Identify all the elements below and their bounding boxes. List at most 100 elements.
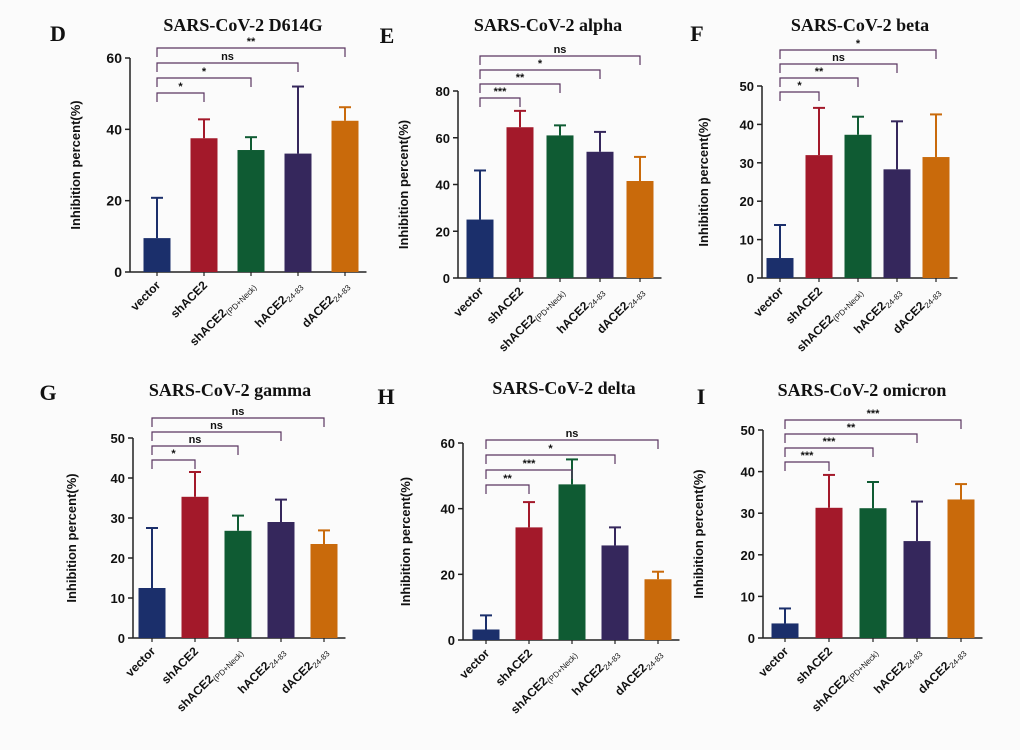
bar-shace2-pd-neck-	[558, 484, 586, 640]
panel-letter: I	[697, 384, 706, 409]
significance-label: ***	[867, 408, 881, 420]
chart-title: SARS-CoV-2 alpha	[474, 15, 622, 35]
x-tick-label-main: shACE2	[493, 646, 536, 689]
significance-bracket	[784, 447, 874, 457]
x-tick-label: vector	[451, 284, 487, 320]
x-tick-label: vector	[756, 644, 792, 680]
x-tick-label-subscript: 24-83	[904, 649, 925, 670]
significance-bracket	[485, 454, 616, 464]
bar-dace224-83	[644, 579, 672, 640]
y-tick-label: 0	[747, 271, 754, 286]
y-tick-label: 20	[106, 193, 122, 209]
y-tick-label: 40	[741, 465, 755, 480]
x-tick-label-subscript: 24-83	[311, 649, 332, 670]
significance-label: **	[847, 422, 856, 434]
x-tick-label: shACE2	[159, 644, 202, 687]
significance-bracket	[779, 77, 859, 87]
significance-label: *	[178, 81, 183, 93]
y-tick-label: 40	[436, 178, 450, 193]
y-tick-label: 0	[448, 633, 455, 648]
y-axis-label: Inhibition percent(%)	[68, 100, 83, 229]
y-tick-label: 40	[740, 117, 754, 132]
x-tick-label-main: vector	[451, 284, 487, 320]
x-tick-label-subscript: 24-83	[285, 283, 306, 304]
chart-title: SARS-CoV-2 delta	[492, 378, 635, 398]
significance-label: ***	[801, 450, 815, 462]
significance-bracket	[151, 459, 196, 469]
y-tick-label: 50	[111, 431, 125, 446]
x-tick-label-subscript: 24-83	[587, 289, 608, 310]
x-tick-label-subscript: (PD+Neck)	[211, 649, 245, 683]
significance-bracket	[784, 419, 962, 429]
y-tick-label: 30	[741, 506, 755, 521]
bar-vector	[138, 588, 166, 638]
panel-letter: E	[380, 23, 395, 48]
x-tick-label-subscript: (PD+Neck)	[545, 651, 579, 685]
y-tick-label: 60	[106, 50, 122, 66]
bar-vector	[472, 629, 500, 640]
bar-vector	[771, 623, 799, 638]
bar-hace224-83	[883, 169, 911, 278]
significance-label: ***	[494, 86, 508, 98]
x-tick-label: dACE224-83	[278, 644, 332, 698]
x-tick-label-subscript: 24-83	[645, 651, 666, 672]
x-tick-label-subscript: (PD+Neck)	[846, 649, 880, 683]
significance-label: ns	[189, 434, 202, 446]
y-tick-label: 40	[111, 471, 125, 486]
significance-label: **	[247, 36, 256, 48]
bar-shace2-pd-neck-	[224, 530, 252, 638]
significance-label: ns	[210, 420, 223, 432]
x-tick-label: dACE224-83	[915, 644, 969, 698]
significance-bracket	[479, 55, 641, 65]
y-tick-label: 10	[740, 233, 754, 248]
bar-shace2-pd-neck-	[237, 150, 265, 272]
bar-shace2-pd-neck-	[844, 134, 872, 278]
x-tick-label-main: shACE2	[187, 306, 230, 349]
x-tick-label-main: shACE2	[508, 674, 551, 717]
bar-shace2	[190, 138, 218, 272]
x-tick-label: vector	[123, 644, 159, 680]
significance-label: ***	[823, 436, 837, 448]
y-axis-label: Inhibition percent(%)	[691, 469, 706, 598]
significance-label: *	[538, 58, 543, 70]
y-tick-label: 40	[106, 121, 122, 137]
bar-dace224-83	[310, 544, 338, 638]
x-tick-label-subscript: 24-83	[627, 289, 648, 310]
significance-bracket	[151, 417, 325, 427]
x-tick-label: dACE224-83	[299, 278, 353, 332]
y-tick-label: 30	[740, 156, 754, 171]
bar-hace224-83	[267, 522, 295, 638]
x-tick-label-subscript: 24-83	[268, 649, 289, 670]
significance-bracket	[784, 461, 830, 471]
x-tick-label-main: vector	[756, 644, 792, 680]
y-axis-label: Inhibition percent(%)	[64, 473, 79, 602]
significance-label: ns	[566, 428, 579, 440]
bar-shace2	[805, 155, 833, 278]
chart-panel-f: F SARS-CoV-2 beta Inhibition percent(%) 0 10…	[690, 15, 958, 354]
chart-panel-d: D SARS-CoV-2 D614G Inhibition percent(%) 0 2…	[50, 15, 367, 349]
significance-bracket	[156, 77, 252, 87]
y-tick-label: 0	[443, 271, 450, 286]
y-tick-label: 50	[740, 79, 754, 94]
significance-bracket	[779, 49, 937, 59]
x-tick-label: shACE2	[793, 644, 836, 687]
y-tick-label: 60	[436, 131, 450, 146]
y-tick-label: 30	[111, 511, 125, 526]
bar-vector	[466, 219, 494, 278]
bar-shace2	[181, 496, 209, 638]
x-tick-label: dACE224-83	[612, 646, 666, 700]
significance-label: *	[171, 448, 176, 460]
y-axis-label: Inhibition percent(%)	[696, 117, 711, 246]
significance-label: **	[815, 66, 824, 78]
significance-bracket	[479, 69, 601, 79]
x-tick-label: shACE2	[493, 646, 536, 689]
y-tick-label: 40	[441, 502, 455, 517]
y-tick-label: 0	[114, 264, 122, 280]
significance-bracket	[485, 469, 573, 479]
significance-bracket	[156, 62, 299, 72]
panel-letter: H	[377, 384, 394, 409]
significance-label: ns	[221, 51, 234, 63]
significance-bracket	[156, 47, 346, 57]
bar-dace224-83	[947, 499, 975, 638]
